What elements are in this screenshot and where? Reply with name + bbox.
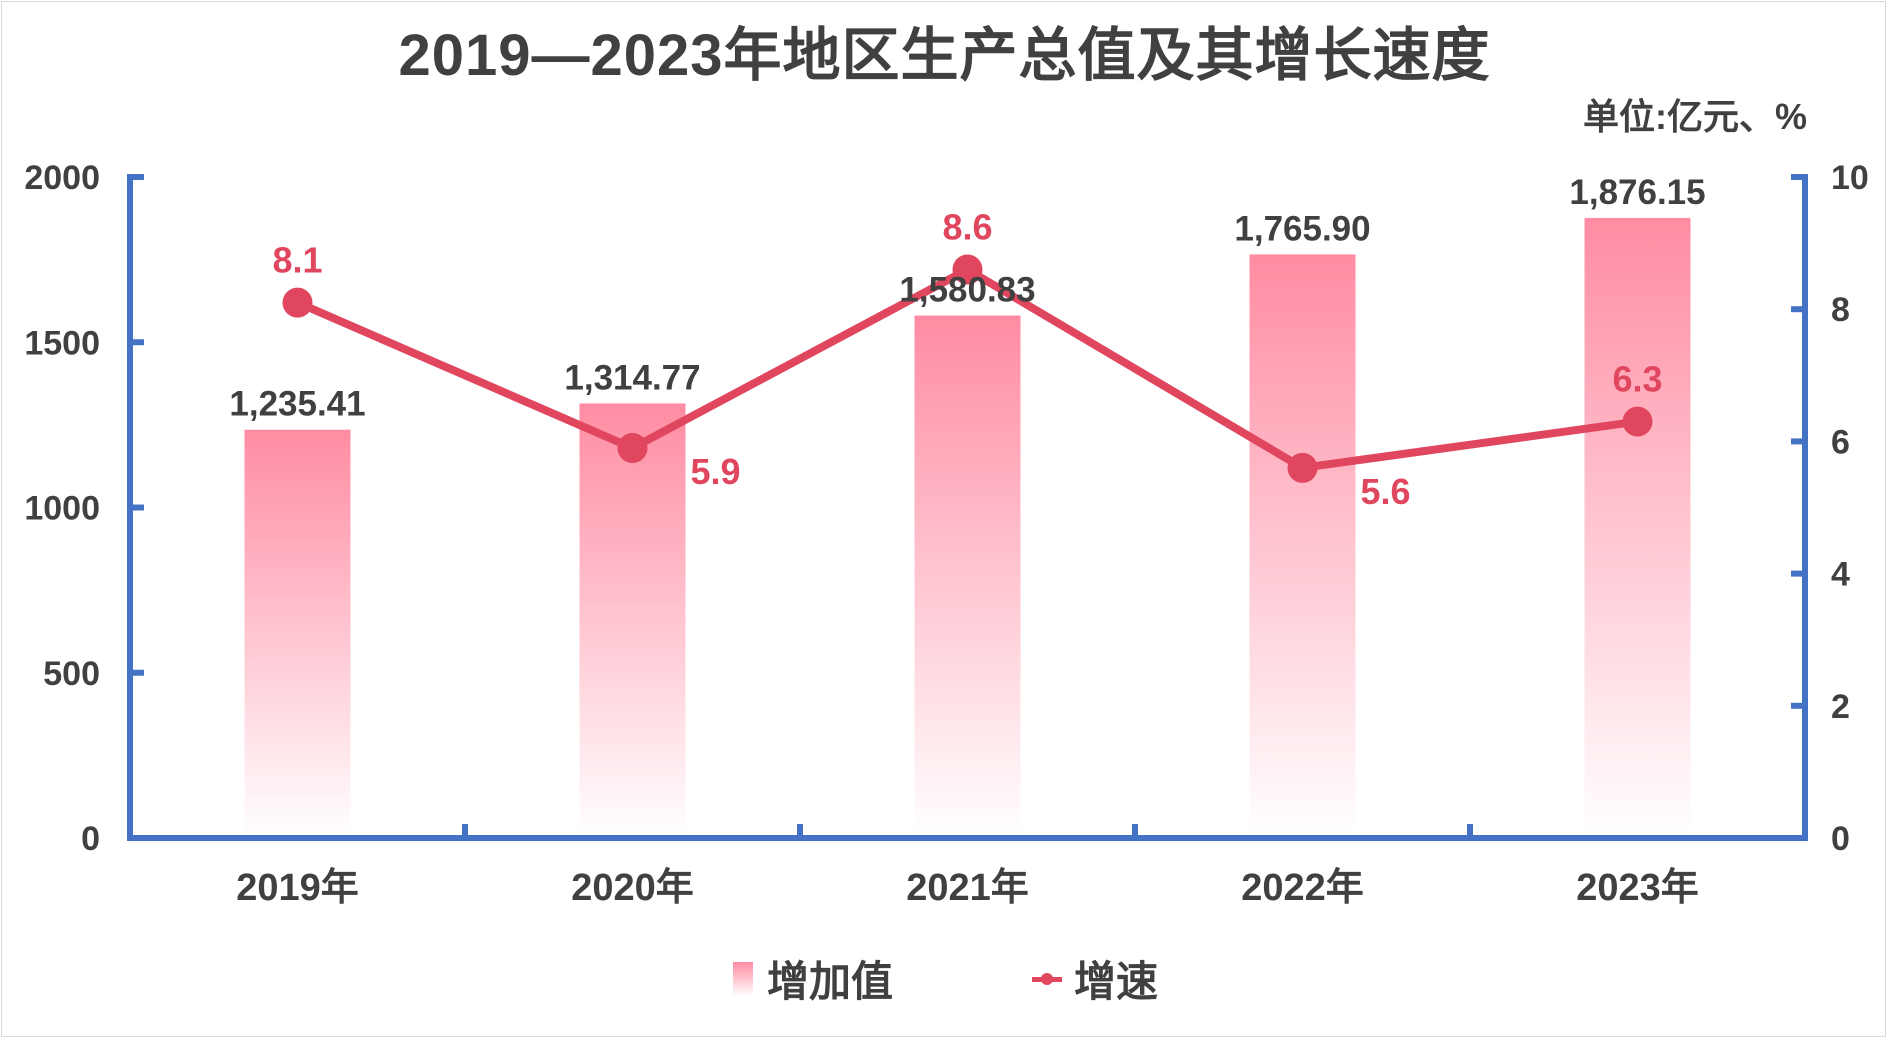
x-tick-label-2: 2021年 xyxy=(906,867,1029,909)
y-left-tick-label-3: 1500 xyxy=(24,324,100,362)
bar-value-label-4: 1,876.15 xyxy=(1569,173,1705,212)
legend-bar-label: 增加值 xyxy=(767,958,894,1005)
x-tick-label-0: 2019年 xyxy=(236,867,359,909)
growth-value-label-3: 5.6 xyxy=(1361,471,1411,512)
y-right-tick-label-2: 4 xyxy=(1831,556,1850,594)
bar-value-label-3: 1,765.90 xyxy=(1234,209,1370,248)
x-tick-label-3: 2022年 xyxy=(1241,867,1364,909)
growth-value-label-4: 6.3 xyxy=(1612,359,1662,400)
y-left-tick-label-1: 500 xyxy=(43,655,100,693)
growth-point-3 xyxy=(1287,452,1318,483)
x-tick-label-1: 2020年 xyxy=(571,867,694,909)
bar-1 xyxy=(579,403,686,838)
unit-label: 单位:亿元、% xyxy=(1583,96,1807,137)
growth-value-label-0: 8.1 xyxy=(272,240,322,281)
growth-point-4 xyxy=(1622,406,1653,437)
growth-point-0 xyxy=(282,287,313,318)
legend-line-label: 增速 xyxy=(1074,958,1159,1005)
legend-line-swatch xyxy=(1032,962,1062,996)
legend-item-line: 增速 xyxy=(1032,948,1158,1009)
growth-point-2 xyxy=(952,254,983,285)
y-left-tick-label-2: 1000 xyxy=(24,490,100,528)
growth-value-label-2: 8.6 xyxy=(942,207,992,248)
bar-value-label-0: 1,235.41 xyxy=(229,385,365,424)
y-right-tick-label-1: 2 xyxy=(1831,688,1850,726)
bar-value-label-1: 1,314.77 xyxy=(564,358,700,397)
growth-value-label-1: 5.9 xyxy=(691,451,741,492)
x-tick-label-4: 2023年 xyxy=(1576,867,1699,909)
chart-title: 2019—2023年地区生产总值及其增长速度 xyxy=(398,23,1491,88)
legend: 增加值 增速 xyxy=(0,948,1889,1008)
bar-0 xyxy=(244,429,351,838)
legend-item-bar: 增加值 xyxy=(733,948,893,1009)
bar-4 xyxy=(1584,217,1691,838)
growth-point-1 xyxy=(617,433,648,464)
bar-3 xyxy=(1249,254,1356,838)
bar-value-label-2: 1,580.83 xyxy=(899,271,1035,310)
y-right-tick-label-4: 8 xyxy=(1831,291,1850,329)
y-right-tick-label-3: 6 xyxy=(1831,423,1850,461)
y-right-tick-label-5: 10 xyxy=(1831,159,1869,197)
y-left-tick-label-0: 0 xyxy=(81,820,100,858)
y-left-tick-label-4: 2000 xyxy=(24,159,100,197)
legend-bar-swatch xyxy=(733,961,753,996)
y-right-tick-label-0: 0 xyxy=(1831,820,1850,858)
bar-2 xyxy=(914,315,1021,839)
